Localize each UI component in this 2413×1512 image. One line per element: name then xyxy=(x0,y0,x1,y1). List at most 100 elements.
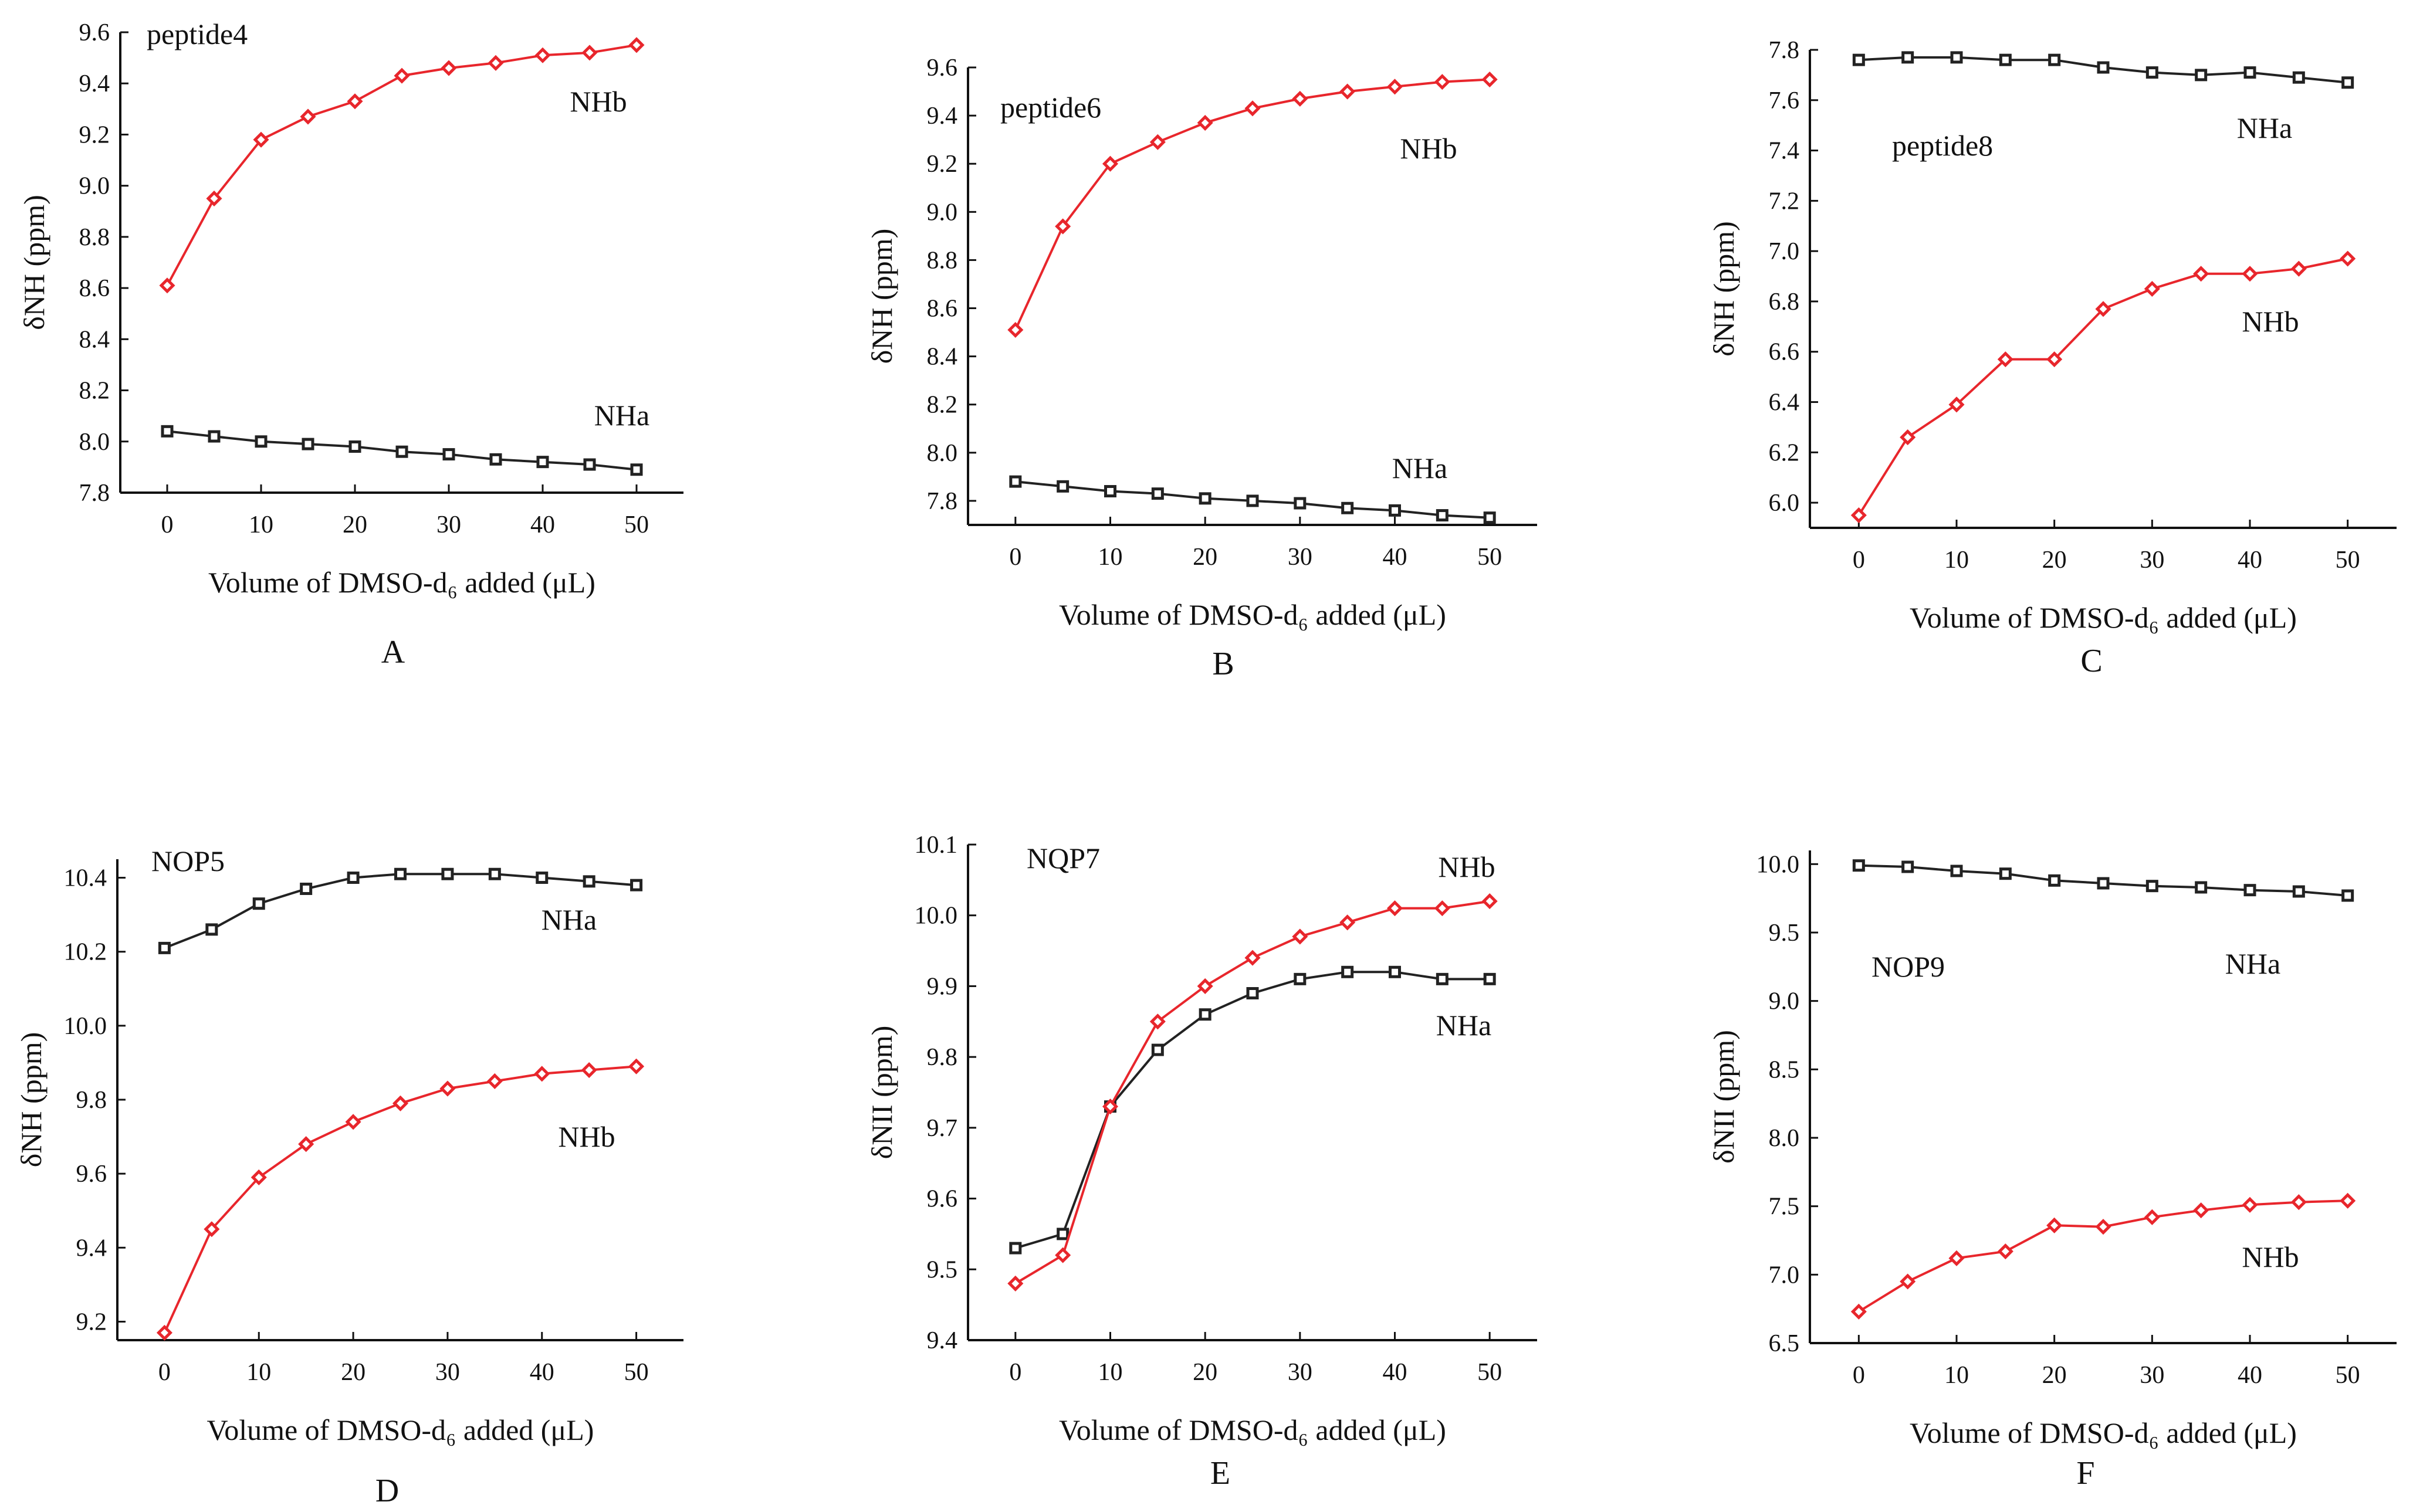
data-point-nhb xyxy=(1900,1273,1916,1290)
x-tick-label: 50 xyxy=(624,1359,649,1386)
data-point-nha xyxy=(1483,511,1496,524)
data-point-nhb xyxy=(2193,1202,2209,1219)
x-tick-label: 30 xyxy=(435,1359,460,1386)
data-point-nha xyxy=(442,448,455,461)
y-axis-label: δNH (ppm) xyxy=(865,229,898,364)
y-tick-label: 7.0 xyxy=(1769,1262,1800,1289)
data-point-nha xyxy=(1199,1008,1211,1021)
y-tick-label: 6.6 xyxy=(1769,339,1800,366)
data-point-nha xyxy=(1009,1242,1022,1255)
data-point-nha xyxy=(583,875,595,888)
data-point-nha xyxy=(2048,874,2061,887)
data-point-nha xyxy=(2195,69,2208,82)
x-tick-label: 30 xyxy=(1288,1359,1312,1386)
data-point-nhb xyxy=(441,60,457,76)
data-point-nha xyxy=(252,897,265,910)
series-line-nha xyxy=(1015,971,1490,1250)
x-tick-label: 50 xyxy=(624,511,649,538)
y-tick-label: 7.2 xyxy=(1769,188,1800,215)
data-point-nha xyxy=(1999,53,2012,66)
data-point-nhb xyxy=(1007,321,1024,338)
y-tick-label: 9.6 xyxy=(79,19,110,46)
x-tick-label: 20 xyxy=(341,1359,365,1386)
y-tick-label: 9.4 xyxy=(76,1235,107,1262)
y-tick-label: 9.0 xyxy=(79,173,110,200)
data-point-nha xyxy=(1199,492,1211,505)
y-tick-label: 9.2 xyxy=(76,1308,107,1335)
data-point-nhb xyxy=(1386,900,1403,917)
data-point-nhb xyxy=(1339,83,1356,100)
x-tick-label: 50 xyxy=(1477,1359,1502,1386)
data-point-nha xyxy=(1901,860,1914,873)
data-point-nhb xyxy=(628,37,645,53)
data-point-nha xyxy=(1057,480,1070,493)
x-tick-label: 0 xyxy=(161,511,174,538)
x-tick-label: 0 xyxy=(158,1359,171,1386)
y-tick-label: 9.4 xyxy=(927,1327,958,1354)
data-point-nhb xyxy=(1339,914,1356,931)
y-tick-label: 8.0 xyxy=(79,429,110,456)
data-point-nhb xyxy=(1149,134,1166,150)
y-tick-label: 6.0 xyxy=(1769,490,1800,517)
y-axis-label: δNII (ppm) xyxy=(1707,1030,1740,1164)
y-tick-label: 9.8 xyxy=(76,1087,107,1114)
data-point-nhb xyxy=(1997,1243,2013,1260)
x-tick-label: 20 xyxy=(343,511,367,538)
y-tick-label: 6.8 xyxy=(1769,289,1800,316)
y-axis-label: δNH (ppm) xyxy=(15,1032,48,1167)
data-point-nha xyxy=(1294,972,1307,985)
data-point-nha xyxy=(255,435,268,448)
data-point-nhb xyxy=(1850,1303,1867,1320)
x-tick-label: 50 xyxy=(2336,1362,2360,1389)
data-point-nha xyxy=(2341,76,2354,89)
data-point-nhb xyxy=(1197,978,1213,994)
data-point-nha xyxy=(536,456,549,469)
data-point-nhb xyxy=(1007,1275,1024,1291)
y-tick-label: 9.2 xyxy=(927,151,958,178)
y-tick-label: 6.2 xyxy=(1769,439,1800,466)
data-point-nhb xyxy=(2290,1194,2307,1211)
x-tick-label: 40 xyxy=(530,1359,554,1386)
data-point-nha xyxy=(208,430,221,443)
data-point-nhb xyxy=(1386,79,1403,95)
data-point-nhb xyxy=(345,1114,361,1130)
x-tick-label: 20 xyxy=(2042,1362,2067,1389)
data-point-nha xyxy=(536,872,549,884)
y-axis-label: δNH (ppm) xyxy=(1707,221,1740,356)
data-point-nha xyxy=(1999,867,2012,880)
panel-letter: C xyxy=(2080,643,2102,679)
y-tick-label: 9.9 xyxy=(927,973,958,1000)
data-point-nhb xyxy=(253,131,269,148)
data-point-nha xyxy=(2097,877,2110,890)
data-point-nhb xyxy=(1102,1099,1119,1115)
data-point-nhb xyxy=(1244,100,1261,117)
data-point-nhb xyxy=(1244,950,1261,966)
panel-title: peptide4 xyxy=(147,18,248,50)
data-point-nha xyxy=(1389,504,1401,517)
data-point-nhb xyxy=(1055,1247,1071,1263)
data-point-nha xyxy=(441,867,454,880)
x-tick-label: 0 xyxy=(1009,1359,1021,1386)
y-tick-label: 8.4 xyxy=(927,344,958,371)
data-point-nhb xyxy=(1197,114,1213,131)
data-point-nhb xyxy=(156,1324,172,1341)
data-point-nha xyxy=(2048,53,2061,66)
y-axis-label: δNII (ppm) xyxy=(865,1026,898,1160)
panel-letter: B xyxy=(1212,646,1234,682)
x-tick-label: 10 xyxy=(246,1359,271,1386)
series-label-nhb: NHb xyxy=(2242,1240,2299,1273)
data-point-nhb xyxy=(439,1080,456,1097)
series-label-nhb: NHb xyxy=(1400,132,1457,165)
panel-title: peptide6 xyxy=(1000,91,1101,124)
series-label-nhb: NHb xyxy=(570,85,627,118)
chart-panel-b: 7.8 8.0 8.2 8.4 8.6 8.8 9.0 9.2 9.4 9.6 0 10 20 30 40 5… xyxy=(865,55,1537,682)
y-tick-label: 9.2 xyxy=(79,121,110,148)
panel-letter: A xyxy=(381,634,405,670)
data-point-nhb xyxy=(159,277,175,294)
y-tick-label: 9.6 xyxy=(927,1186,958,1213)
data-point-nhb xyxy=(1292,90,1308,107)
data-point-nha xyxy=(2145,66,2158,79)
series-label-nhb: NHb xyxy=(2242,305,2299,338)
x-tick-label: 0 xyxy=(1009,544,1021,571)
data-point-nhb xyxy=(204,1221,220,1238)
